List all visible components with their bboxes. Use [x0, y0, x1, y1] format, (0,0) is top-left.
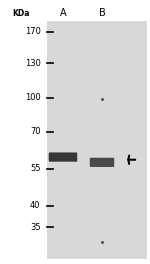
- Text: KDa: KDa: [12, 9, 30, 18]
- Text: A: A: [60, 8, 66, 18]
- Bar: [47, 21, 147, 259]
- Text: 130: 130: [25, 59, 40, 68]
- Text: 70: 70: [30, 128, 40, 136]
- Text: 35: 35: [30, 223, 40, 232]
- Text: 40: 40: [30, 201, 40, 210]
- Text: 170: 170: [25, 27, 40, 36]
- Text: 100: 100: [25, 93, 40, 102]
- Text: B: B: [99, 8, 105, 18]
- Text: 55: 55: [30, 164, 40, 173]
- FancyBboxPatch shape: [49, 153, 77, 162]
- FancyBboxPatch shape: [90, 158, 114, 167]
